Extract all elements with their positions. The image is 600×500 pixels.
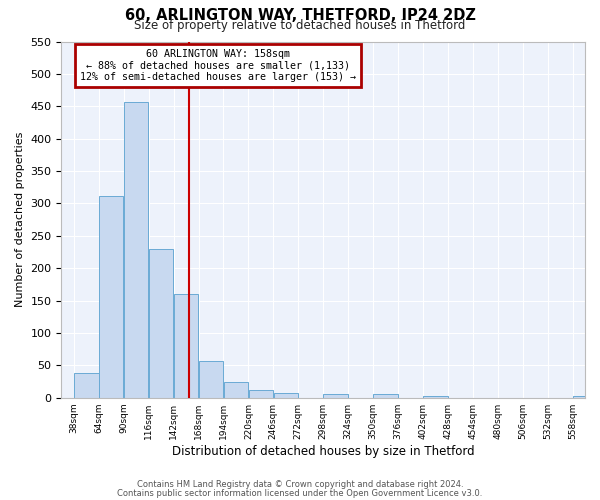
Text: Contains HM Land Registry data © Crown copyright and database right 2024.: Contains HM Land Registry data © Crown c… bbox=[137, 480, 463, 489]
Bar bbox=[573, 396, 597, 398]
Bar bbox=[124, 102, 148, 398]
Text: 60 ARLINGTON WAY: 158sqm
← 88% of detached houses are smaller (1,133)
12% of sem: 60 ARLINGTON WAY: 158sqm ← 88% of detach… bbox=[80, 48, 356, 82]
Bar bbox=[423, 396, 448, 398]
Text: Size of property relative to detached houses in Thetford: Size of property relative to detached ho… bbox=[134, 18, 466, 32]
Bar bbox=[248, 390, 273, 398]
Text: 60, ARLINGTON WAY, THETFORD, IP24 2DZ: 60, ARLINGTON WAY, THETFORD, IP24 2DZ bbox=[125, 8, 475, 22]
Y-axis label: Number of detached properties: Number of detached properties bbox=[15, 132, 25, 308]
Bar bbox=[199, 361, 223, 398]
Bar bbox=[149, 250, 173, 398]
Bar bbox=[323, 394, 348, 398]
Bar bbox=[373, 394, 398, 398]
X-axis label: Distribution of detached houses by size in Thetford: Distribution of detached houses by size … bbox=[172, 444, 475, 458]
Bar bbox=[224, 382, 248, 398]
Bar bbox=[174, 294, 198, 398]
Bar bbox=[99, 196, 124, 398]
Text: Contains public sector information licensed under the Open Government Licence v3: Contains public sector information licen… bbox=[118, 488, 482, 498]
Bar bbox=[274, 392, 298, 398]
Bar bbox=[74, 373, 98, 398]
